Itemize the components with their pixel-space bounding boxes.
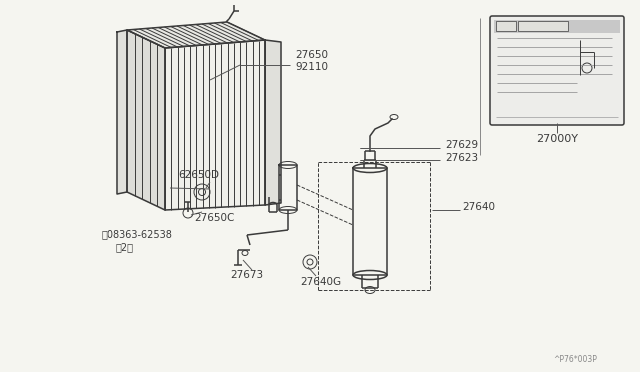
Bar xyxy=(496,21,516,31)
Text: 27629: 27629 xyxy=(445,140,478,150)
Text: 27000Y: 27000Y xyxy=(536,134,578,144)
Text: ^P76*003P: ^P76*003P xyxy=(553,356,597,365)
Text: 27640: 27640 xyxy=(462,202,495,212)
Polygon shape xyxy=(127,30,165,210)
Text: 27650C: 27650C xyxy=(194,213,234,223)
Bar xyxy=(494,20,620,33)
Text: 27650: 27650 xyxy=(295,50,328,60)
Text: 92110: 92110 xyxy=(295,62,328,72)
Text: Ⓝ08363-62538: Ⓝ08363-62538 xyxy=(102,229,173,239)
Text: 27623: 27623 xyxy=(445,153,478,163)
Bar xyxy=(518,21,568,31)
Polygon shape xyxy=(117,30,127,194)
Polygon shape xyxy=(165,40,265,210)
Text: 27673: 27673 xyxy=(230,270,263,280)
Text: 27640G: 27640G xyxy=(300,277,341,287)
Polygon shape xyxy=(265,40,281,205)
Text: （2）: （2） xyxy=(116,242,134,252)
Polygon shape xyxy=(127,22,265,48)
FancyBboxPatch shape xyxy=(490,16,624,125)
Text: 62650D: 62650D xyxy=(178,170,219,180)
